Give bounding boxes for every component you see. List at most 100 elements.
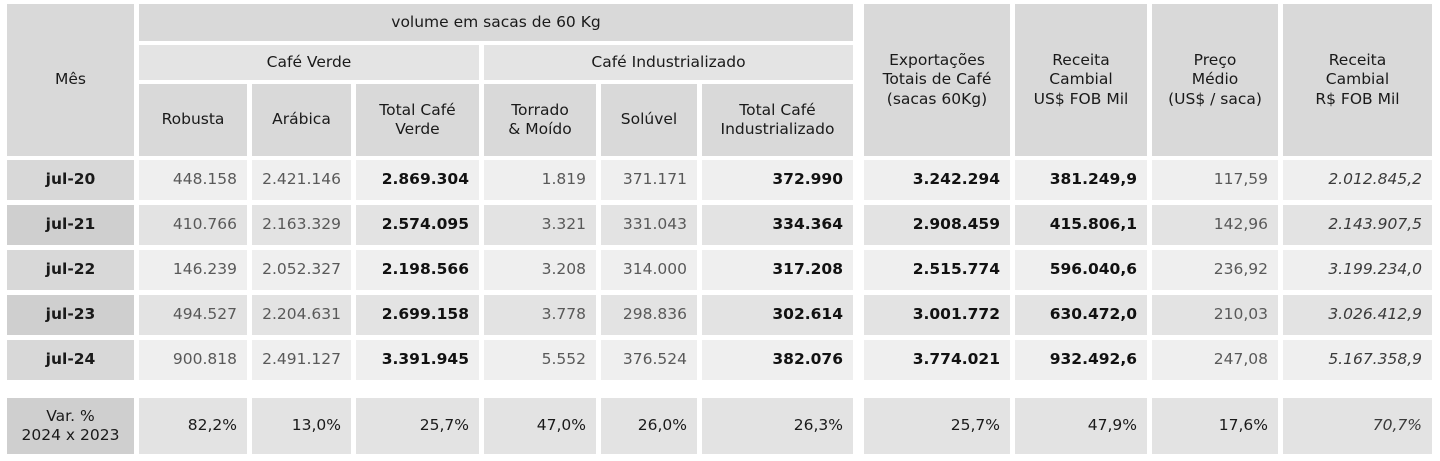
cell-preco: 247,08 <box>1152 340 1278 380</box>
cell-arabica: 2.421.146 <box>252 160 351 200</box>
header-receita-brl: Receita Cambial R$ FOB Mil <box>1283 4 1432 156</box>
variation-export: 25,7% <box>864 398 1010 454</box>
variation-label-line1: Var. % <box>46 406 95 425</box>
cell-total-verde: 2.869.304 <box>356 160 479 200</box>
cell-preco: 142,96 <box>1152 205 1278 245</box>
header-volume-label: volume em sacas de 60 Kg <box>391 12 601 31</box>
header-soluvel: Solúvel <box>601 84 697 156</box>
cell-receita-brl: 5.167.358,9 <box>1283 340 1432 380</box>
cell-soluvel: 298.836 <box>601 295 697 335</box>
cell-soluvel: 331.043 <box>601 205 697 245</box>
header-robusta: Robusta <box>139 84 247 156</box>
header-arabica: Arábica <box>252 84 351 156</box>
cell-export: 2.908.459 <box>864 205 1010 245</box>
cell-arabica: 2.052.327 <box>252 250 351 290</box>
cell-torrado: 3.778 <box>484 295 596 335</box>
variation-arabica: 13,0% <box>252 398 351 454</box>
variation-label-line2: 2024 x 2023 <box>21 426 120 444</box>
cell-soluvel: 371.171 <box>601 160 697 200</box>
header-export-line3: (sacas 60Kg) <box>886 89 988 108</box>
header-volume: volume em sacas de 60 Kg <box>139 4 853 41</box>
header-receita-usd-line3: US$ FOB Mil <box>1033 89 1129 108</box>
cell-receita-brl: 3.026.412,9 <box>1283 295 1432 335</box>
cell-robusta: 448.158 <box>139 160 247 200</box>
header-total-verde-line2: Verde <box>395 120 440 138</box>
header-arabica-label: Arábica <box>272 110 331 129</box>
header-cafe-verde-label: Café Verde <box>266 52 352 71</box>
row-month: jul-21 <box>7 205 134 245</box>
cell-preco: 236,92 <box>1152 250 1278 290</box>
header-total-ind-line1: Total Café <box>739 100 816 119</box>
header-torrado-line1: Torrado <box>511 100 569 119</box>
header-receita-usd: Receita Cambial US$ FOB Mil <box>1015 4 1147 156</box>
cell-receita-usd: 932.492,6 <box>1015 340 1147 380</box>
cell-arabica: 2.204.631 <box>252 295 351 335</box>
header-total-ind-line2: Industrializado <box>720 120 835 138</box>
cell-export: 3.242.294 <box>864 160 1010 200</box>
variation-soluvel: 26,0% <box>601 398 697 454</box>
cell-robusta: 900.818 <box>139 340 247 380</box>
variation-total-verde: 25,7% <box>356 398 479 454</box>
header-preco-line3: (US$ / saca) <box>1168 89 1262 108</box>
cell-export: 3.774.021 <box>864 340 1010 380</box>
cell-export: 2.515.774 <box>864 250 1010 290</box>
cell-preco: 210,03 <box>1152 295 1278 335</box>
variation-receita-usd: 47,9% <box>1015 398 1147 454</box>
cell-receita-usd: 630.472,0 <box>1015 295 1147 335</box>
cell-total-verde: 2.699.158 <box>356 295 479 335</box>
header-soluvel-label: Solúvel <box>620 110 678 129</box>
cell-receita-usd: 381.249,9 <box>1015 160 1147 200</box>
variation-robusta: 82,2% <box>139 398 247 454</box>
cell-total-ind: 317.208 <box>702 250 853 290</box>
cell-arabica: 2.163.329 <box>252 205 351 245</box>
cell-receita-usd: 415.806,1 <box>1015 205 1147 245</box>
cell-robusta: 146.239 <box>139 250 247 290</box>
cell-total-ind: 334.364 <box>702 205 853 245</box>
cell-total-verde: 2.574.095 <box>356 205 479 245</box>
header-total-verde-line1: Total Café <box>379 100 456 119</box>
row-month: jul-22 <box>7 250 134 290</box>
header-receita-brl-line1: Receita <box>1328 50 1387 69</box>
cell-torrado: 1.819 <box>484 160 596 200</box>
cell-soluvel: 314.000 <box>601 250 697 290</box>
header-cafe-verde: Café Verde <box>139 45 479 80</box>
header-mes-label: Mês <box>55 70 86 89</box>
row-month: jul-23 <box>7 295 134 335</box>
cell-soluvel: 376.524 <box>601 340 697 380</box>
header-receita-brl-line2: Cambial <box>1325 70 1390 89</box>
header-total-verde: Total Café Verde <box>356 84 479 156</box>
cell-robusta: 410.766 <box>139 205 247 245</box>
variation-torrado: 47,0% <box>484 398 596 454</box>
header-cafe-industrializado-label: Café Industrializado <box>591 52 746 71</box>
header-receita-usd-line1: Receita <box>1052 50 1110 69</box>
header-exportacoes: Exportações Totais de Café (sacas 60Kg) <box>864 4 1010 156</box>
header-total-industrializado: Total Café Industrializado <box>702 84 853 156</box>
row-month: jul-24 <box>7 340 134 380</box>
header-mes: Mês <box>7 4 134 156</box>
header-robusta-label: Robusta <box>161 110 225 129</box>
cell-receita-brl: 3.199.234,0 <box>1283 250 1432 290</box>
variation-receita-brl: 70,7% <box>1283 398 1432 454</box>
header-torrado: Torrado & Moído <box>484 84 596 156</box>
cell-total-verde: 2.198.566 <box>356 250 479 290</box>
header-preco-line2: Médio <box>1191 70 1239 89</box>
cell-preco: 117,59 <box>1152 160 1278 200</box>
header-torrado-line2: & Moído <box>508 120 572 138</box>
cell-total-ind: 382.076 <box>702 340 853 380</box>
cell-total-verde: 3.391.945 <box>356 340 479 380</box>
variation-label-cell: Var. % 2024 x 2023 <box>7 398 134 454</box>
header-export-line2: Totais de Café <box>882 70 992 89</box>
cell-receita-brl: 2.143.907,5 <box>1283 205 1432 245</box>
header-preco-medio: Preço Médio (US$ / saca) <box>1152 4 1278 156</box>
cell-torrado: 3.208 <box>484 250 596 290</box>
cell-arabica: 2.491.127 <box>252 340 351 380</box>
cell-total-ind: 372.990 <box>702 160 853 200</box>
variation-total-ind: 26,3% <box>702 398 853 454</box>
cell-export: 3.001.772 <box>864 295 1010 335</box>
cell-torrado: 5.552 <box>484 340 596 380</box>
cell-total-ind: 302.614 <box>702 295 853 335</box>
cell-receita-usd: 596.040,6 <box>1015 250 1147 290</box>
header-export-line1: Exportações <box>889 50 985 69</box>
header-preco-line1: Preço <box>1193 50 1237 69</box>
